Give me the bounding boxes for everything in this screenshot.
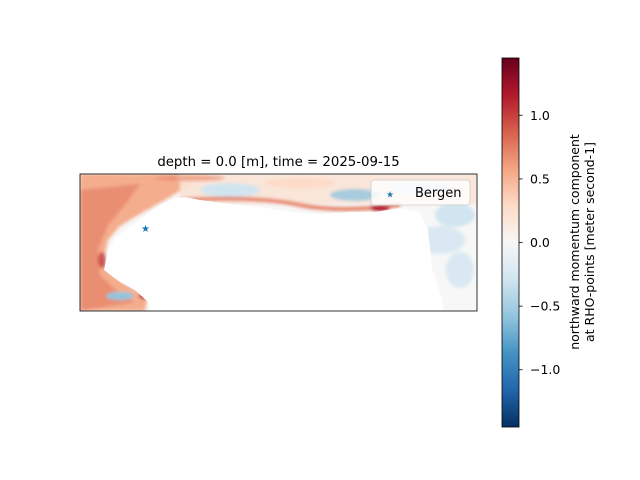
colorbar-tick-label: 1.0 — [530, 108, 550, 123]
colorbar: −1.0 −0.5 0.0 0.5 1.0 northward momentum com… — [501, 57, 597, 428]
legend-star-icon: ★ — [386, 191, 394, 201]
colorbar-ticks: −1.0 −0.5 0.0 0.5 1.0 — [519, 108, 560, 377]
colorbar-tick-label: −0.5 — [530, 299, 560, 314]
colorbar-label-line1: northward momentum component — [567, 134, 582, 350]
legend-box — [370, 179, 471, 206]
chart-title: depth = 0.0 [m], time = 2025-09-15 — [157, 155, 399, 170]
colorbar-tick-label: 0.0 — [530, 235, 550, 250]
legend-label: Bergen — [415, 186, 462, 201]
colorbar-gradient — [501, 57, 520, 428]
land-mask — [104, 197, 444, 311]
legend: ★ Bergen — [370, 179, 471, 206]
colorbar-tick-label: −1.0 — [530, 362, 560, 377]
colorbar-tick-label: 0.5 — [530, 171, 550, 186]
colorbar-label-line2: at RHO-points [meter second-1] — [582, 142, 597, 342]
bergen-star-marker: ★ — [141, 224, 150, 235]
map-frame — [79, 173, 478, 312]
